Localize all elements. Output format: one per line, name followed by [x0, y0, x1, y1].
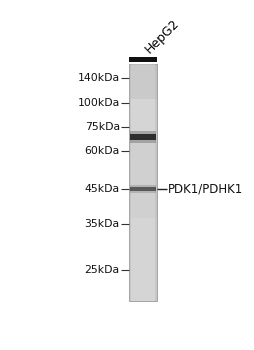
- Bar: [129, 64, 157, 301]
- Bar: [130, 131, 156, 142]
- Bar: [130, 185, 156, 193]
- Text: 35kDa: 35kDa: [85, 219, 120, 229]
- Text: PDK1/PDHK1: PDK1/PDHK1: [168, 182, 243, 195]
- Text: 140kDa: 140kDa: [78, 74, 120, 83]
- Text: HepG2: HepG2: [143, 17, 182, 56]
- Bar: [129, 57, 157, 62]
- Text: 60kDa: 60kDa: [85, 146, 120, 156]
- Text: 75kDa: 75kDa: [85, 122, 120, 132]
- Bar: [130, 187, 156, 191]
- Text: 25kDa: 25kDa: [85, 265, 120, 275]
- Text: 45kDa: 45kDa: [85, 184, 120, 194]
- Bar: [129, 64, 157, 99]
- Bar: [129, 135, 157, 218]
- Text: 100kDa: 100kDa: [77, 98, 120, 108]
- Bar: [130, 134, 156, 140]
- Bar: [131, 64, 154, 301]
